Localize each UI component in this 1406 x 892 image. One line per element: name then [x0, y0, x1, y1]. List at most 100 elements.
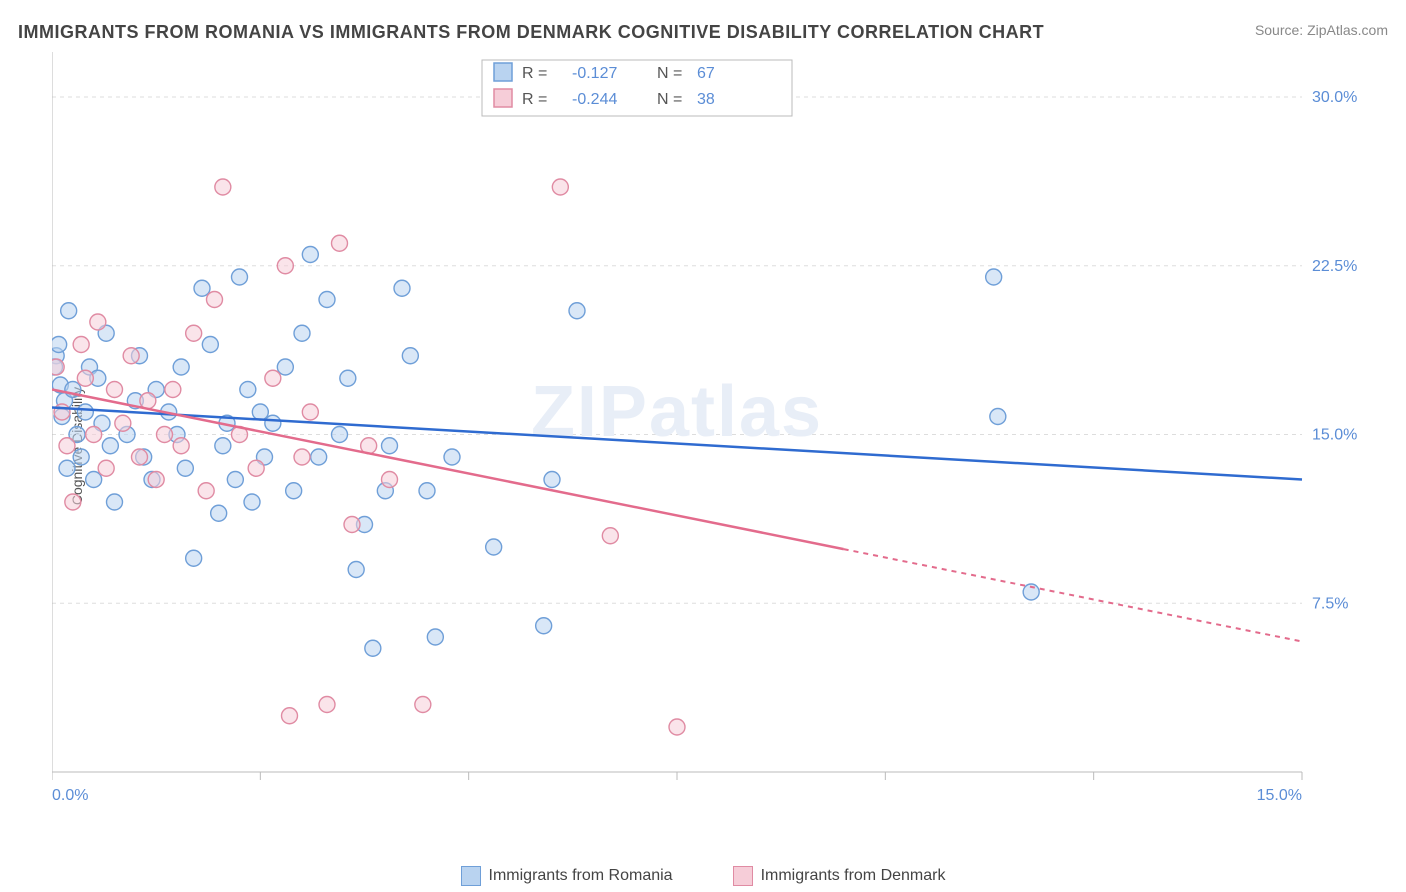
data-point [536, 618, 552, 634]
x-tick-label: 15.0% [1257, 787, 1302, 804]
chart-title: IMMIGRANTS FROM ROMANIA VS IMMIGRANTS FR… [18, 22, 1044, 43]
legend-swatch [494, 63, 512, 81]
bottom-legend: Immigrants from Romania Immigrants from D… [0, 866, 1406, 886]
data-point [415, 697, 431, 713]
data-point [54, 404, 70, 420]
legend-r-value: -0.244 [572, 91, 617, 108]
data-point [311, 449, 327, 465]
data-point [86, 472, 102, 488]
y-tick-label: 30.0% [1312, 89, 1357, 106]
data-point [382, 472, 398, 488]
data-point [602, 528, 618, 544]
data-point [427, 629, 443, 645]
data-point [73, 337, 89, 353]
data-point [365, 640, 381, 656]
y-tick-label: 7.5% [1312, 595, 1348, 612]
y-tick-label: 15.0% [1312, 427, 1357, 444]
data-point [986, 269, 1002, 285]
data-point [202, 337, 218, 353]
data-point [215, 179, 231, 195]
data-point [157, 427, 173, 443]
plot-area: 7.5%15.0%22.5%30.0%0.0%15.0%ZIPatlasR = … [52, 52, 1372, 812]
data-point [123, 348, 139, 364]
data-point [332, 427, 348, 443]
data-point [173, 438, 189, 454]
data-point [61, 303, 77, 319]
data-point [552, 179, 568, 195]
legend-n-label: N = [657, 65, 682, 82]
data-point [544, 472, 560, 488]
data-point [348, 562, 364, 578]
data-point [319, 292, 335, 308]
chart-header: IMMIGRANTS FROM ROMANIA VS IMMIGRANTS FR… [18, 22, 1388, 43]
data-point [59, 460, 75, 476]
legend-swatch [733, 866, 753, 886]
legend-n-value: 67 [697, 65, 715, 82]
data-point [394, 280, 410, 296]
legend-item: Immigrants from Denmark [733, 866, 946, 886]
data-point [302, 247, 318, 263]
data-point [207, 292, 223, 308]
data-point [382, 438, 398, 454]
data-point [107, 382, 123, 398]
legend-swatch [461, 866, 481, 886]
data-point [186, 550, 202, 566]
data-point [227, 472, 243, 488]
data-point [286, 483, 302, 499]
x-tick-label: 0.0% [52, 787, 88, 804]
data-point [140, 393, 156, 409]
legend-label: Immigrants from Denmark [761, 867, 946, 885]
data-point [215, 438, 231, 454]
data-point [486, 539, 502, 555]
watermark-text: ZIPatlas [531, 372, 823, 452]
data-point [102, 438, 118, 454]
trend-line-extrapolated [844, 549, 1302, 641]
data-point [173, 359, 189, 375]
data-point [90, 314, 106, 330]
data-point [77, 404, 93, 420]
data-point [248, 460, 264, 476]
data-point [277, 359, 293, 375]
legend-swatch [494, 89, 512, 107]
chart-source: Source: ZipAtlas.com [1255, 22, 1388, 38]
legend-n-label: N = [657, 91, 682, 108]
data-point [165, 382, 181, 398]
data-point [115, 415, 131, 431]
data-point [177, 460, 193, 476]
top-legend: R = -0.127N = 67R = -0.244N = 38 [482, 60, 792, 116]
data-point [252, 404, 268, 420]
y-tick-label: 22.5% [1312, 258, 1357, 275]
data-point [277, 258, 293, 274]
data-point [569, 303, 585, 319]
data-point [419, 483, 435, 499]
data-point [332, 235, 348, 251]
legend-r-label: R = [522, 91, 547, 108]
data-point [98, 460, 114, 476]
data-point [77, 370, 93, 386]
data-point [52, 337, 67, 353]
data-point [211, 505, 227, 521]
data-point [232, 269, 248, 285]
data-point [669, 719, 685, 735]
data-point [186, 325, 202, 341]
data-point [402, 348, 418, 364]
data-point [244, 494, 260, 510]
data-point [265, 370, 281, 386]
data-point [319, 697, 335, 713]
data-point [294, 449, 310, 465]
data-point [282, 708, 298, 724]
data-point [107, 494, 123, 510]
data-point [52, 359, 64, 375]
data-point [444, 449, 460, 465]
data-point [194, 280, 210, 296]
scatter-chart-svg: 7.5%15.0%22.5%30.0%0.0%15.0%ZIPatlasR = … [52, 52, 1372, 812]
data-point [990, 409, 1006, 425]
legend-r-label: R = [522, 65, 547, 82]
data-point [86, 427, 102, 443]
legend-label: Immigrants from Romania [489, 867, 673, 885]
data-point [344, 517, 360, 533]
data-point [265, 415, 281, 431]
data-point [302, 404, 318, 420]
data-point [65, 494, 81, 510]
data-point [198, 483, 214, 499]
